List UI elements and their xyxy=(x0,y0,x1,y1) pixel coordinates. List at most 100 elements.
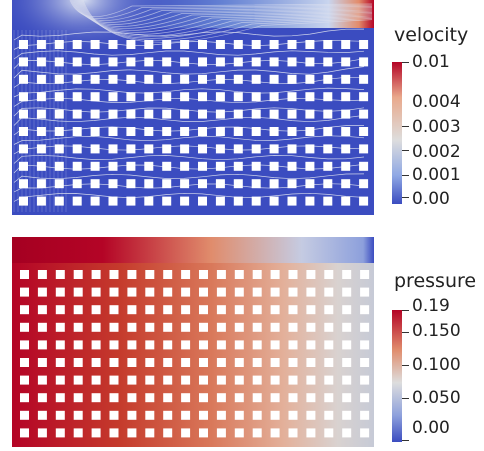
obstacle-square xyxy=(306,287,316,297)
obstacle-square xyxy=(305,109,315,119)
obstacle-square xyxy=(288,340,298,350)
obstacle-square xyxy=(126,127,136,136)
obstacle-square xyxy=(216,393,226,403)
obstacle-square xyxy=(36,40,46,49)
obstacle-square xyxy=(342,270,352,279)
obstacle-square xyxy=(215,144,225,154)
obstacle-square xyxy=(269,144,279,154)
obstacle-square xyxy=(181,340,191,350)
obstacle-square xyxy=(288,393,298,403)
obstacle-square xyxy=(109,305,119,315)
obstacle-square xyxy=(233,179,243,189)
obstacle-square xyxy=(287,127,297,136)
obstacle-square xyxy=(145,428,155,438)
obstacle-square xyxy=(19,109,28,119)
obstacle-square xyxy=(252,270,262,279)
obstacle-square xyxy=(233,92,243,102)
obstacle-square xyxy=(270,393,280,403)
obstacle-square xyxy=(252,410,262,420)
obstacle-square xyxy=(306,393,316,403)
obstacle-square xyxy=(342,393,352,403)
obstacle-square xyxy=(91,287,101,297)
velocity-colorbar-title: velocity xyxy=(394,24,469,46)
obstacle-square xyxy=(305,144,315,154)
obstacle-square xyxy=(162,57,172,67)
obstacle-square xyxy=(181,305,191,315)
obstacle-square xyxy=(234,322,244,332)
obstacle-square xyxy=(199,322,208,332)
obstacle-square xyxy=(54,74,64,84)
obstacle-square xyxy=(215,179,225,189)
obstacle-square xyxy=(324,393,334,403)
obstacle-square xyxy=(91,322,101,332)
obstacle-square xyxy=(234,340,244,350)
obstacle-square xyxy=(269,179,279,189)
obstacle-square xyxy=(306,428,316,438)
obstacle-square xyxy=(109,428,119,438)
pressure-tick-label: 0.19 xyxy=(412,296,450,316)
obstacle-square xyxy=(108,40,118,49)
obstacle-square xyxy=(305,196,315,206)
obstacle-square xyxy=(108,109,118,119)
obstacle-square xyxy=(145,393,155,403)
obstacle-square xyxy=(19,74,28,84)
obstacle-square xyxy=(342,305,352,315)
obstacle-square xyxy=(287,179,297,189)
obstacle-square xyxy=(341,161,351,171)
obstacle-square xyxy=(20,270,29,279)
obstacle-square xyxy=(305,92,315,102)
streamline xyxy=(69,0,373,18)
obstacle-square xyxy=(20,393,29,403)
obstacle-square xyxy=(323,161,333,171)
obstacle-square xyxy=(127,375,137,385)
obstacle-square xyxy=(251,179,261,189)
obstacle-square xyxy=(180,40,190,49)
obstacle-square xyxy=(73,287,83,297)
obstacle-square xyxy=(108,57,118,67)
streamline xyxy=(78,0,373,35)
obstacle-square xyxy=(288,322,298,332)
obstacle-square xyxy=(251,74,261,84)
obstacle-square xyxy=(20,358,29,367)
obstacle-square xyxy=(108,179,118,189)
obstacle-square xyxy=(181,428,191,438)
obstacle-square xyxy=(360,428,370,438)
obstacle-square xyxy=(234,358,244,367)
obstacle-square xyxy=(288,270,298,279)
obstacle-square xyxy=(109,287,119,297)
obstacle-square xyxy=(144,179,154,189)
obstacle-square xyxy=(342,340,352,350)
obstacle-square xyxy=(270,410,280,420)
obstacle-square xyxy=(144,57,154,67)
obstacle-square xyxy=(198,109,207,119)
obstacle-square xyxy=(198,196,207,206)
obstacle-square xyxy=(55,305,65,315)
obstacle-square xyxy=(73,322,83,332)
obstacle-square xyxy=(269,57,279,67)
pressure-tick-label: 0.050 xyxy=(412,388,461,408)
obstacle-square xyxy=(180,144,190,154)
obstacle-square xyxy=(19,57,28,67)
obstacle-square xyxy=(359,161,369,171)
obstacle-square xyxy=(342,375,352,385)
obstacle-square xyxy=(55,428,65,438)
obstacle-square xyxy=(162,144,172,154)
obstacle-square xyxy=(109,393,119,403)
obstacle-square xyxy=(163,375,173,385)
obstacle-square xyxy=(216,410,226,420)
obstacle-square xyxy=(37,375,47,385)
streamline xyxy=(13,87,365,98)
obstacle-square xyxy=(181,287,191,297)
obstacle-square xyxy=(127,410,137,420)
obstacle-square xyxy=(269,92,279,102)
obstacle-square xyxy=(287,161,297,171)
obstacle-square xyxy=(251,161,261,171)
obstacle-square xyxy=(324,270,334,279)
obstacle-square xyxy=(342,428,352,438)
obstacle-square xyxy=(127,270,137,279)
obstacle-square xyxy=(36,179,46,189)
obstacle-square xyxy=(359,196,369,206)
obstacle-square xyxy=(288,287,298,297)
obstacle-square xyxy=(234,270,244,279)
obstacle-square xyxy=(181,410,191,420)
